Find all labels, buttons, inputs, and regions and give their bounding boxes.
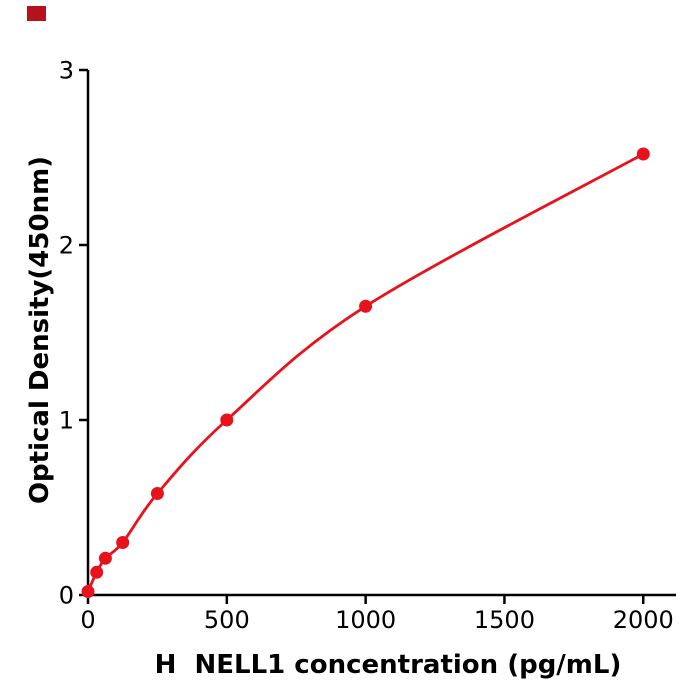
y-tick-label: 2 — [59, 232, 74, 260]
y-tick-label: 1 — [59, 407, 74, 435]
data-point-marker — [98, 551, 112, 565]
x-tick-label: 0 — [80, 606, 95, 634]
y-tick-label: 0 — [59, 582, 74, 610]
data-point-marker — [636, 147, 650, 161]
standard-curve-line — [86, 152, 645, 593]
data-point-marker — [90, 565, 104, 579]
data-point-marker — [116, 536, 130, 549]
data-point-marker — [359, 299, 373, 313]
y-axis-title-text: Optical Density(450nm) — [25, 155, 55, 505]
data-point-marker — [150, 487, 164, 500]
y-tick-label: 3 — [59, 57, 74, 85]
x-tick-label: 2000 — [613, 606, 674, 634]
data-point-marker — [220, 413, 234, 427]
x-tick-label: 1500 — [474, 606, 535, 634]
x-tick-label: 1000 — [335, 606, 396, 634]
x-axis-title: H NELL1 concentration (pg/mL) — [154, 650, 622, 680]
x-tick-label: 500 — [204, 606, 250, 634]
data-point-marker — [81, 585, 95, 598]
red-square-icon — [27, 6, 46, 21]
